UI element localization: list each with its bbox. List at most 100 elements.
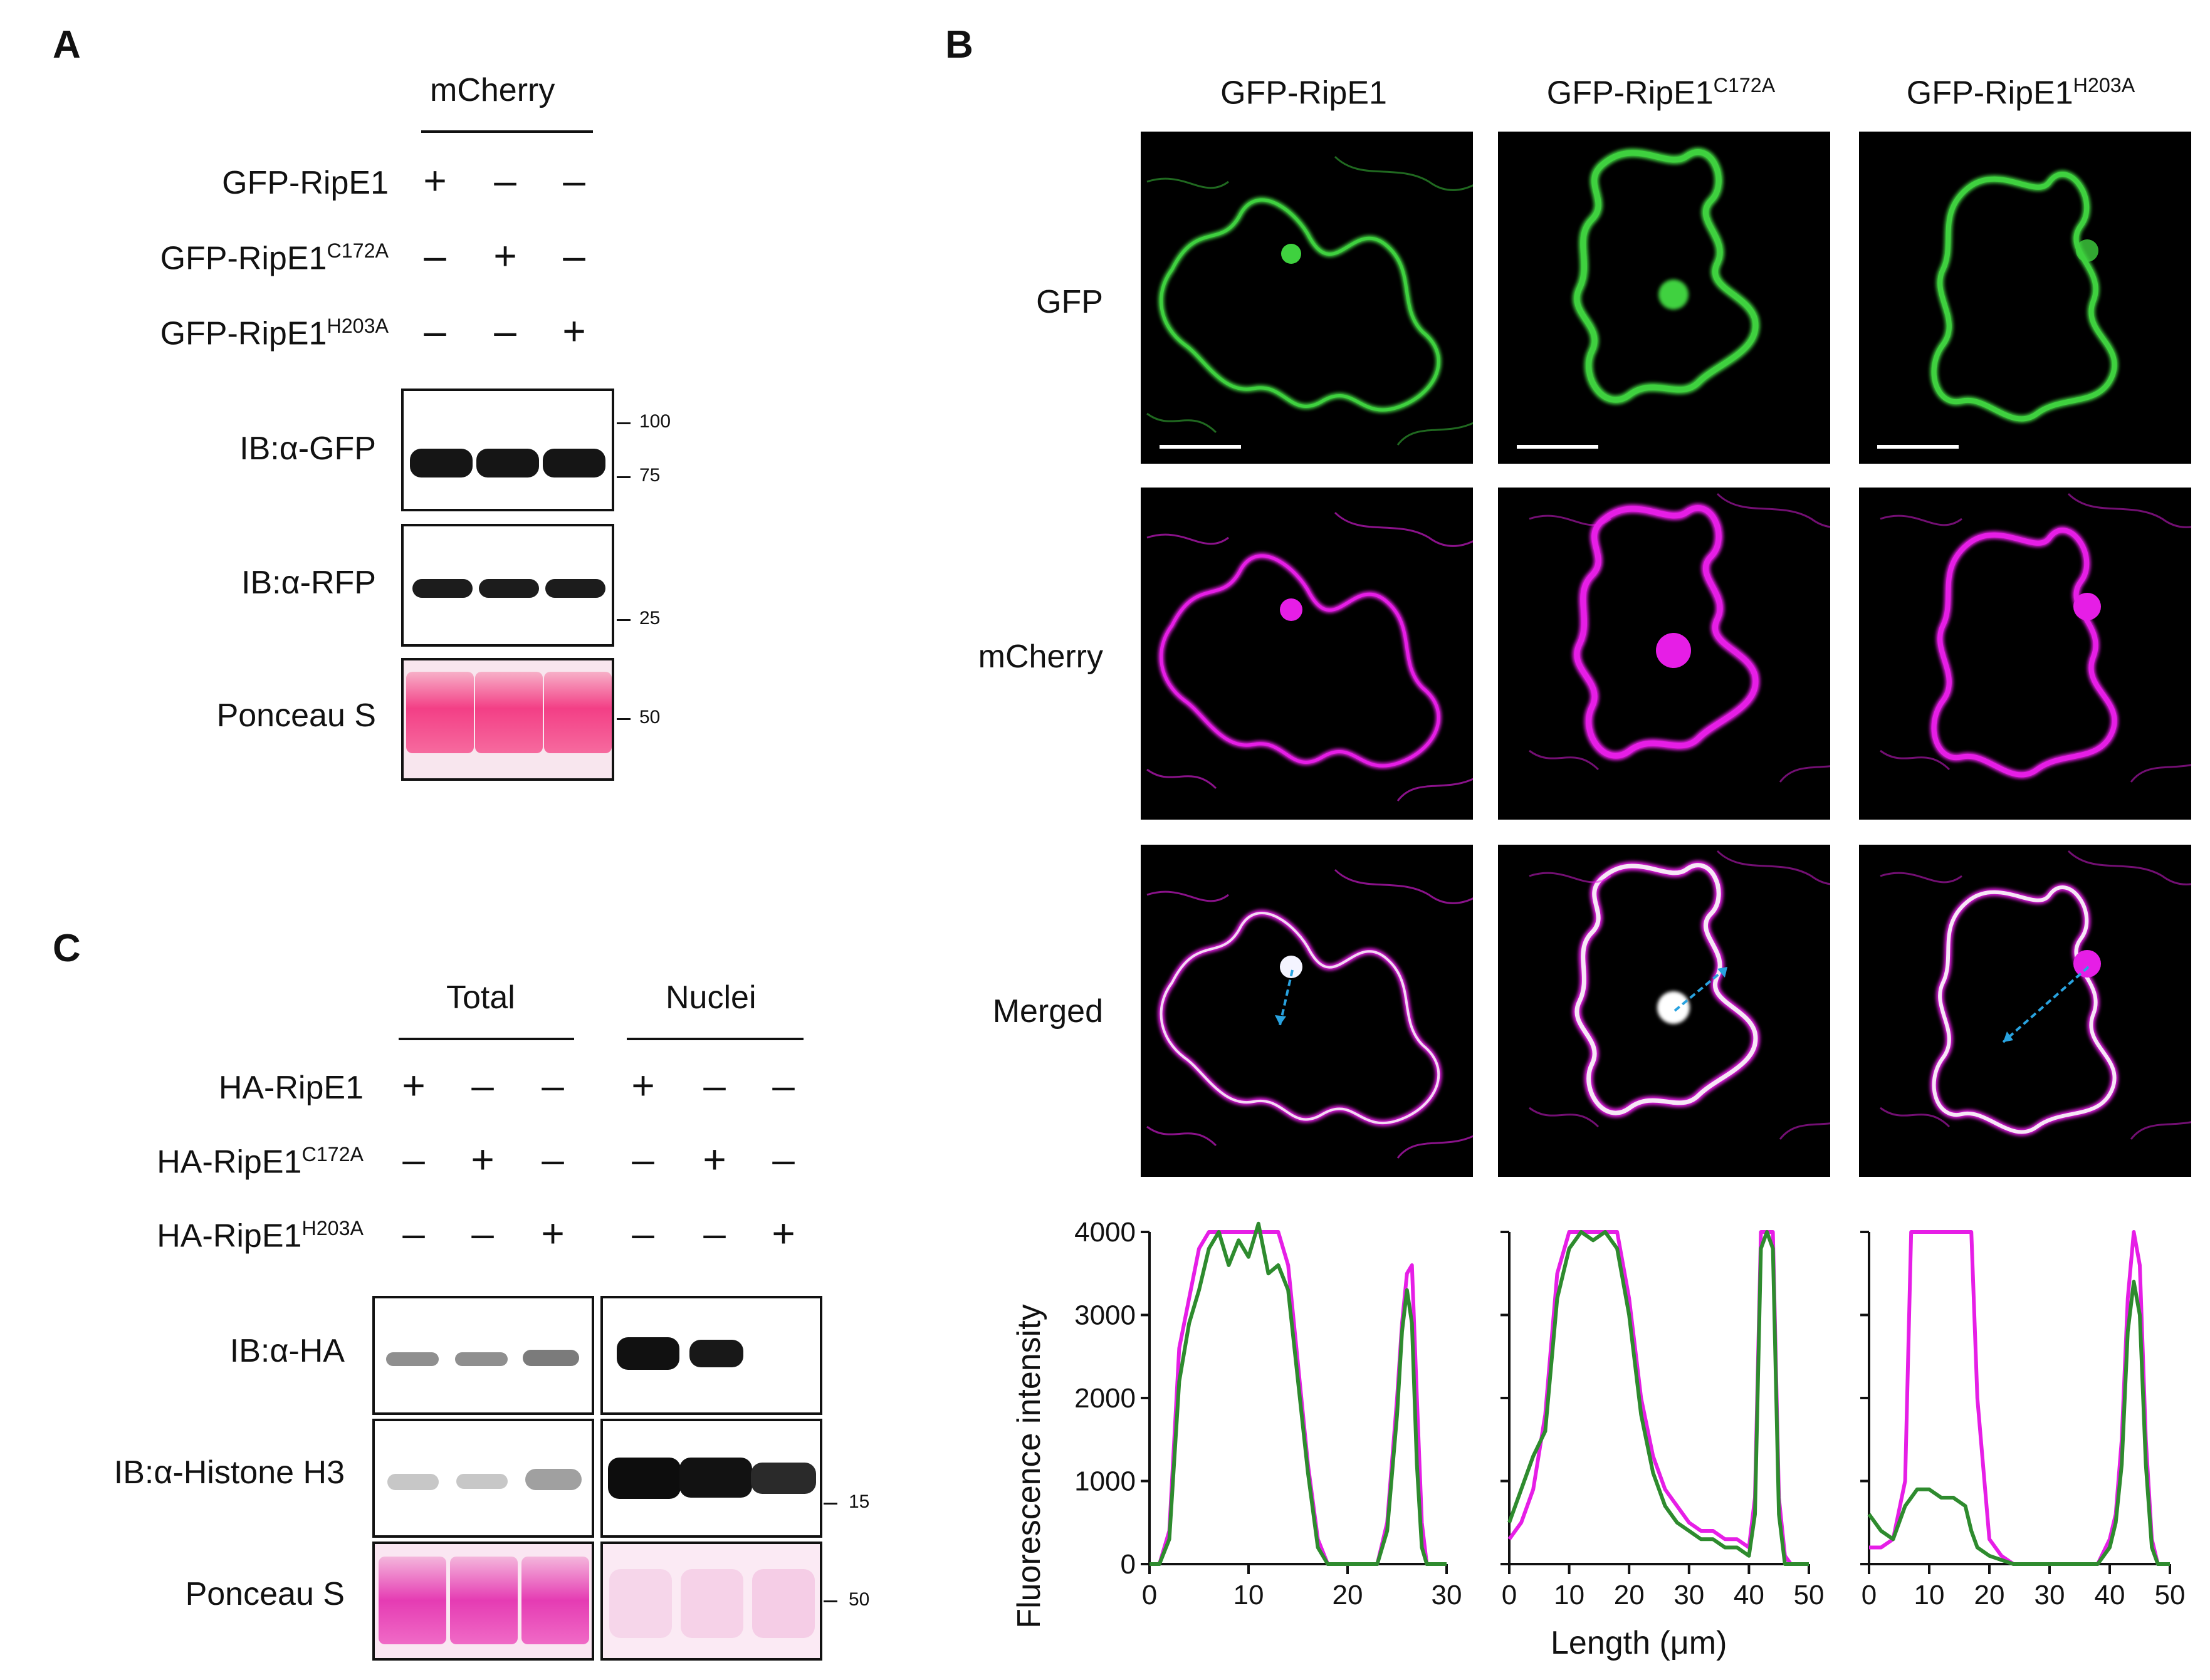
x-tick-label: 50 (2155, 1580, 2186, 1610)
panel-label-a: A (53, 23, 81, 66)
merged-image-h203a (1879, 850, 2191, 1140)
x-tick-label: 20 (1974, 1580, 2005, 1610)
y-tick-label: 1000 (1074, 1466, 1136, 1497)
panel-c-sign: – (542, 1063, 564, 1108)
panel-c-sign: – (703, 1063, 726, 1108)
panel-a-header: mCherry (430, 72, 555, 108)
panel-a-sign: – (494, 158, 516, 203)
panel-c-sign: – (632, 1211, 654, 1256)
mw-tick (617, 422, 631, 424)
panel-a-row-label: GFP-RipE1 (222, 165, 389, 201)
mw-tick (824, 1600, 837, 1602)
mw-marker-25: 25 (639, 608, 661, 629)
x-tick-label: 0 (1862, 1580, 1877, 1610)
mcherry-image-wt (1146, 511, 1473, 802)
panel-c-sign: – (542, 1137, 564, 1182)
y-tick-label: 0 (1121, 1549, 1136, 1580)
x-tick-label: 0 (1502, 1580, 1517, 1610)
x-tick-label: 10 (1554, 1580, 1584, 1610)
column-title-h203a: GFP-RipE1H203A (1906, 74, 2135, 112)
panel-a-sign: – (563, 158, 585, 203)
mw-marker-75: 75 (639, 465, 661, 486)
panel-a-row-label: GFP-RipE1C172A (160, 239, 389, 277)
micro-backgrounds (1141, 132, 2191, 1177)
blot-label-ponceau-a: Ponceau S (216, 697, 376, 734)
x-tick-label: 30 (1673, 1580, 1704, 1610)
x-tick-label: 0 (1142, 1580, 1157, 1610)
panel-c-sign: – (632, 1137, 654, 1182)
row-label-gfp: GFP (1036, 284, 1103, 320)
gfp-profile-line (1507, 1230, 1809, 1566)
y-tick-label: 4000 (1074, 1217, 1136, 1248)
mcherry-image-h203a (1879, 493, 2191, 783)
merged-image-c172a (1528, 850, 1830, 1140)
panel-a-sign: + (493, 233, 517, 278)
x-tick-label: 50 (1794, 1580, 1825, 1610)
blot-ponceau-c-total (372, 1542, 594, 1661)
blot-histone-total (372, 1419, 594, 1538)
gfp-profile-line (1150, 1221, 1447, 1566)
blot-label-gfp: IB:α-GFP (239, 430, 376, 467)
panel-c-row-label: HA-RipE1 (218, 1070, 364, 1106)
panel-a-row-label: GFP-RipE1H203A (160, 315, 389, 352)
mw-marker-15: 15 (849, 1491, 870, 1512)
panel-a-sign: – (494, 308, 516, 353)
panel-c-sign: + (631, 1063, 655, 1108)
gfp-profile-line (1867, 1280, 2170, 1566)
mw-tick (617, 718, 631, 720)
blot-label-histone: IB:α-Histone H3 (113, 1454, 345, 1491)
panel-c-sign: + (471, 1137, 495, 1182)
group-label-nuclei: Nuclei (666, 979, 757, 1016)
x-tick-label: 10 (1233, 1580, 1264, 1610)
panel-c-sign: – (772, 1063, 795, 1108)
blot-label-ponceau-c: Ponceau S (185, 1576, 345, 1612)
gfp-image-c172a (1517, 152, 1756, 449)
panel-c-row-label: HA-RipE1H203A (157, 1217, 364, 1255)
blot-histone-nuclei (600, 1419, 822, 1538)
column-title-wt: GFP-RipE1 (1220, 75, 1387, 112)
blot-ponceau-a (401, 658, 614, 781)
x-tick-label: 20 (1614, 1580, 1645, 1610)
panel-c-sign: – (402, 1137, 425, 1182)
blot-ponceau-c-nuclei (600, 1542, 822, 1661)
mw-marker-50: 50 (639, 707, 661, 728)
panel-a-sign: – (563, 233, 585, 278)
panel-a-header-line (421, 130, 593, 133)
x-tick-label: 40 (2095, 1580, 2125, 1610)
group-line-total (399, 1038, 574, 1040)
panel-label-c: C (53, 927, 81, 970)
panel-c-sign: + (772, 1211, 795, 1256)
panel-c-sign: – (703, 1211, 726, 1256)
merged-image-wt (1146, 869, 1473, 1159)
x-axis-label: Length (μm) (1551, 1625, 1727, 1661)
mw-tick (617, 476, 631, 478)
mcherry-image-c172a (1528, 493, 1830, 783)
panel-c-sign: + (703, 1137, 726, 1182)
x-tick-label: 30 (2035, 1580, 2065, 1610)
mw-tick (617, 619, 631, 621)
row-label-merged: Merged (992, 993, 1103, 1030)
group-label-total: Total (446, 979, 515, 1016)
panel-c-sign: – (471, 1063, 494, 1108)
panel-label-b: B (945, 23, 973, 66)
gfp-image-wt (1146, 155, 1473, 449)
panel-c-sign: + (541, 1211, 565, 1256)
blot-rfp (401, 524, 614, 647)
group-line-nuclei (627, 1038, 804, 1040)
blot-label-ha: IB:α-HA (229, 1333, 345, 1369)
y-axis-label: Fluorescence intensity (1011, 1304, 1047, 1629)
panel-c-sign: + (402, 1063, 426, 1108)
x-tick-label: 20 (1333, 1580, 1363, 1610)
x-tick-label: 40 (1734, 1580, 1764, 1610)
y-tick-label: 2000 (1074, 1383, 1136, 1414)
panel-a-sign: – (424, 233, 446, 278)
y-tick-label: 3000 (1074, 1300, 1136, 1331)
mw-marker-50-c: 50 (849, 1589, 870, 1610)
panel-a-sign: – (424, 308, 446, 353)
panel-c-row-label: HA-RipE1C172A (157, 1143, 364, 1181)
panel-a-sign: + (423, 158, 447, 203)
panel-c-sign: – (402, 1211, 425, 1256)
blot-ha-total (372, 1296, 594, 1415)
